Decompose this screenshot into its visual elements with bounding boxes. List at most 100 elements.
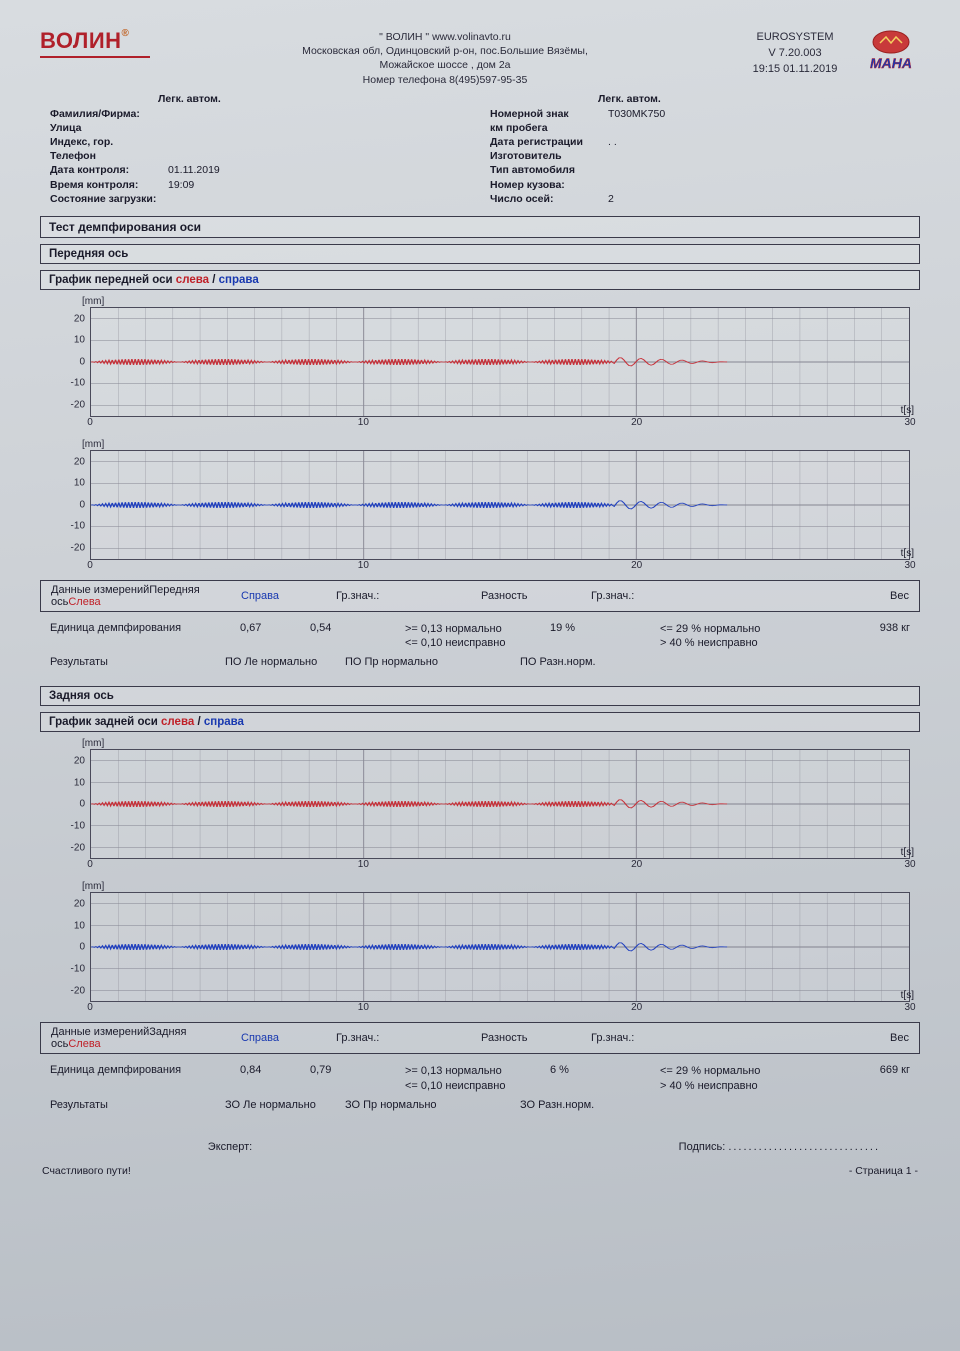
info-value: 01.11.2019 [168, 163, 220, 177]
info-value: . . [608, 135, 617, 149]
page-number: - Страница 1 - [849, 1165, 918, 1177]
info-value: 19:09 [168, 178, 194, 192]
info-label: Изготовитель [490, 149, 608, 163]
dth-lead: Данные измеренийЗадняя осьСлева [47, 1026, 237, 1050]
dth-gr2: Гр.знач.: [587, 1032, 727, 1044]
header-center: " ВОЛИН " www.volinavto.ru Московская об… [150, 28, 740, 87]
result-row-front: Результаты ПО Ле нормально ПО Пр нормаль… [40, 656, 920, 668]
chart-title-prefix: График передней оси [49, 274, 176, 286]
chart-rear-right: [mm]20100-10-20t[s]0102030 [40, 881, 920, 1018]
info-label: Тип автомобиля [490, 163, 608, 177]
chart-title-prefix: График задней оси [49, 716, 161, 728]
res-a: ЗО Ле нормально [221, 1099, 341, 1111]
header-right: EUROSYSTEM V 7.20.003 19:15 01.11.2019 [740, 28, 850, 78]
dth-weight: Вес [727, 1032, 913, 1044]
info-label: Номер кузова: [490, 178, 608, 192]
section-front-chart-title: График передней оси слева / справа [40, 270, 920, 290]
res-c: ПО Разн.норм. [516, 656, 656, 668]
info-label: Число осей: [490, 192, 608, 206]
info-label: Номерной знак [490, 107, 608, 121]
res-label: Результаты [46, 656, 221, 668]
header-line-1: Московская обл, Одинцовский р-он, пос.Бо… [150, 44, 740, 58]
unit-left: 0,67 [236, 622, 306, 651]
dth-right: Справа [237, 1032, 332, 1044]
unit-gr1: >= 0,13 нормально<= 0,10 неисправно [401, 1064, 546, 1093]
chart-front-left: [mm]20100-10-20t[s]0102030 [40, 296, 920, 433]
result-row-rear: Результаты ЗО Ле нормально ЗО Пр нормаль… [40, 1099, 920, 1111]
unit-label: Единица демпфирования [46, 622, 236, 651]
volin-logo: ВОЛИН® [40, 28, 150, 58]
print-timestamp: 19:15 01.11.2019 [740, 62, 850, 78]
section-rear-chart-title: График задней оси слева / справа [40, 712, 920, 732]
data-table-header-front: Данные измеренийПередняя осьСлева Справа… [40, 580, 920, 612]
footer-line: Счастливого пути! - Страница 1 - [40, 1165, 920, 1177]
lr-right: справа [219, 274, 259, 286]
info-left-heading: Легк. автом. [50, 93, 480, 105]
header-line-0: " ВОЛИН " www.volinavto.ru [150, 30, 740, 44]
unit-diff: 19 % [546, 622, 656, 651]
lr-right: справа [204, 716, 244, 728]
info-left: Легк. автом. Фамилия/Фирма: Улица Индекс… [40, 93, 480, 206]
volin-logo-text: ВОЛИН [40, 28, 122, 53]
info-label: Улица [50, 121, 168, 135]
info-value: T030MK750 [608, 107, 665, 121]
unit-row-front: Единица демпфирования 0,67 0,54 >= 0,13 … [40, 622, 920, 651]
info-right-heading: Легк. автом. [490, 93, 920, 105]
section-front-axle: Передняя ось [40, 244, 920, 264]
unit-label: Единица демпфирования [46, 1064, 236, 1093]
header-line-3: Номер телефона 8(495)597-95-35 [150, 73, 740, 87]
info-label: Индекс, гор. [50, 135, 168, 149]
unit-gr1: >= 0,13 нормально<= 0,10 неисправно [401, 622, 546, 651]
res-c: ЗО Разн.норм. [516, 1099, 656, 1111]
report-header: ВОЛИН® " ВОЛИН " www.volinavto.ru Москов… [40, 28, 920, 87]
unit-weight: 938 кг [796, 622, 914, 651]
lr-left: слева [176, 274, 209, 286]
res-label: Результаты [46, 1099, 221, 1111]
chart-rear-left: [mm]20100-10-20t[s]0102030 [40, 738, 920, 875]
unit-gr2: <= 29 % нормально> 40 % неисправно [656, 1064, 796, 1093]
unit-right: 0,54 [306, 622, 401, 651]
header-line-2: Можайское шоссе , дом 2а [150, 58, 740, 72]
info-label: Фамилия/Фирма: [50, 107, 168, 121]
unit-gr2: <= 29 % нормально> 40 % неисправно [656, 622, 796, 651]
info-block: Легк. автом. Фамилия/Фирма: Улица Индекс… [40, 93, 920, 206]
chart-front-right: [mm]20100-10-20t[s]0102030 [40, 439, 920, 576]
dth-diff: Разность [477, 590, 587, 602]
expert-label: Эксперт: [40, 1141, 420, 1153]
unit-diff: 6 % [546, 1064, 656, 1093]
info-label: Дата контроля: [50, 163, 168, 177]
signature-line: Эксперт: Подпись: ......................… [40, 1141, 920, 1153]
info-label: Телефон [50, 149, 168, 163]
unit-row-rear: Единица демпфирования 0,84 0,79 >= 0,13 … [40, 1064, 920, 1093]
unit-right: 0,79 [306, 1064, 401, 1093]
dth-lead: Данные измеренийПередняя осьСлева [47, 584, 237, 608]
signature-label: Подпись: .............................. [420, 1141, 920, 1153]
system-name: EUROSYSTEM [740, 30, 850, 46]
dth-gr2: Гр.знач.: [587, 590, 727, 602]
info-label: км пробега [490, 121, 608, 135]
info-value: 2 [608, 192, 614, 206]
res-b: ПО Пр нормально [341, 656, 516, 668]
report-page: ВОЛИН® " ВОЛИН " www.volinavto.ru Москов… [0, 0, 960, 1351]
dth-diff: Разность [477, 1032, 587, 1044]
lr-sep: / [209, 274, 219, 286]
maha-logo: MAHA [862, 28, 920, 72]
unit-weight: 669 кг [796, 1064, 914, 1093]
farewell-text: Счастливого пути! [42, 1165, 131, 1177]
dth-gr1: Гр.знач.: [332, 1032, 477, 1044]
lr-sep: / [194, 716, 204, 728]
info-label: Время контроля: [50, 178, 168, 192]
dth-gr1: Гр.знач.: [332, 590, 477, 602]
registered-icon: ® [122, 28, 130, 39]
dth-right: Справа [237, 590, 332, 602]
volin-logo-underline [40, 56, 150, 58]
dth-weight: Вес [727, 590, 913, 602]
info-label: Дата регистрации [490, 135, 608, 149]
maha-logo-text: MAHA [870, 55, 912, 71]
system-version: V 7.20.003 [740, 46, 850, 62]
res-a: ПО Ле нормально [221, 656, 341, 668]
info-right: Легк. автом. Номерной знакT030MK750 км п… [480, 93, 920, 206]
info-label: Состояние загрузки: [50, 192, 168, 206]
unit-left: 0,84 [236, 1064, 306, 1093]
section-test-title: Тест демпфирования оси [40, 216, 920, 238]
